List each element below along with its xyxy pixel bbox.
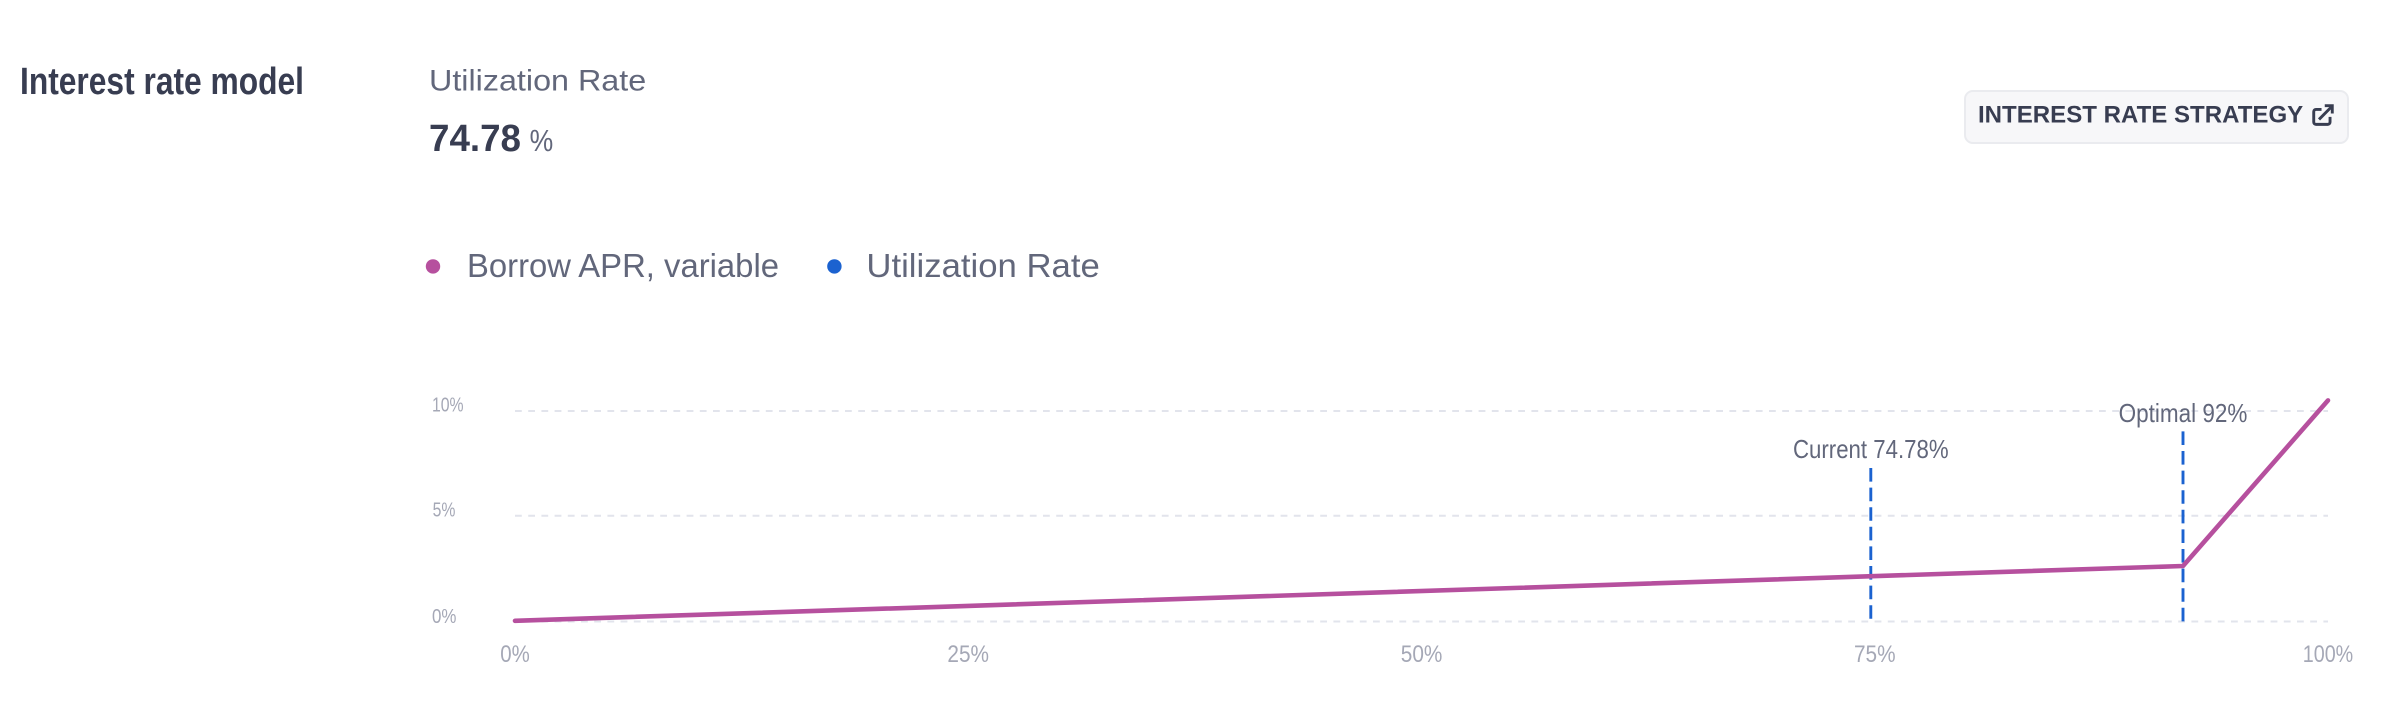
svg-text:5%: 5% <box>433 499 456 521</box>
svg-text:Utilization Rate: Utilization Rate <box>429 64 646 97</box>
svg-text:10%: 10% <box>432 395 464 417</box>
svg-text:75%: 75% <box>1854 641 1896 668</box>
svg-text:Interest rate model: Interest rate model <box>20 61 304 103</box>
svg-text:50%: 50% <box>1401 641 1443 668</box>
svg-text:Current 74.78%: Current 74.78% <box>1793 434 1949 464</box>
svg-text:INTEREST RATE STRATEGY: INTEREST RATE STRATEGY <box>1978 102 2303 128</box>
svg-text:74.78: 74.78 <box>429 118 521 160</box>
svg-text:100%: 100% <box>2303 641 2353 668</box>
svg-text:0%: 0% <box>500 641 530 668</box>
svg-text:%: % <box>530 123 554 158</box>
svg-text:0%: 0% <box>432 606 457 628</box>
svg-text:Optimal 92%: Optimal 92% <box>2119 398 2248 428</box>
svg-text:Utilization Rate: Utilization Rate <box>866 247 1099 284</box>
svg-text:Borrow APR, variable: Borrow APR, variable <box>467 247 779 284</box>
svg-text:25%: 25% <box>947 641 989 668</box>
